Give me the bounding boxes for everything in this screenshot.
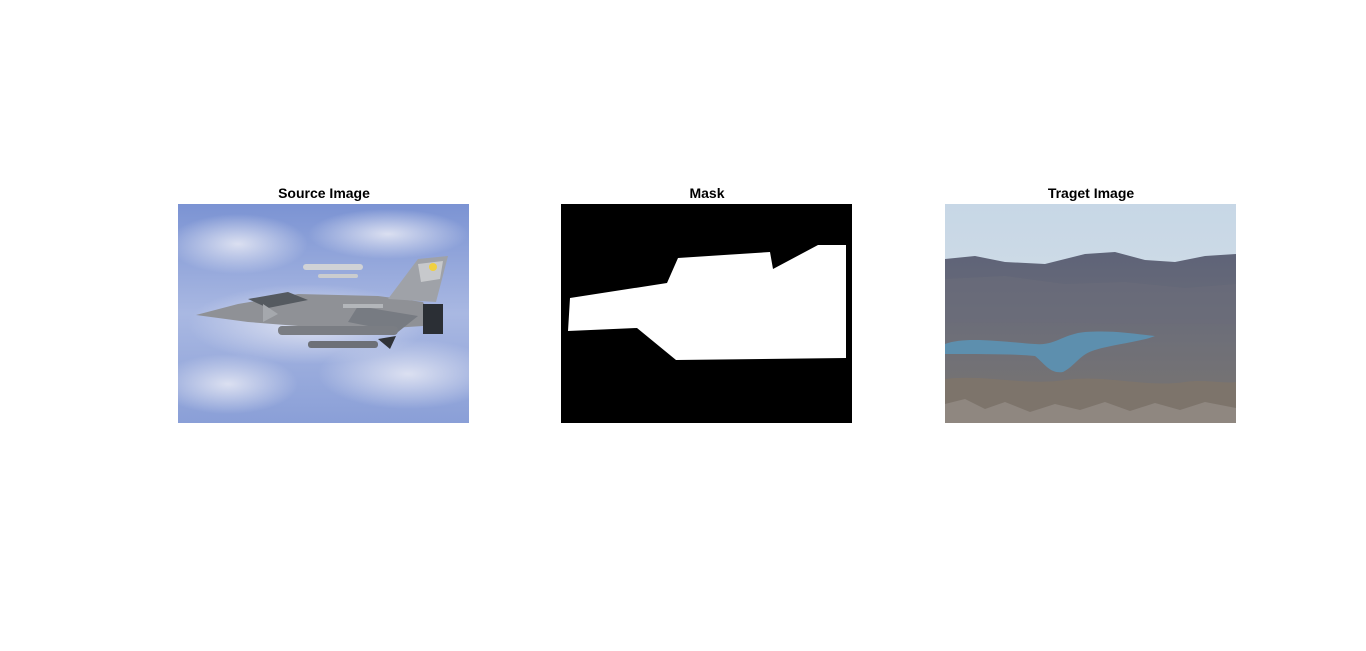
target-image	[945, 204, 1236, 423]
mask-title: Mask	[689, 185, 725, 201]
mask-image	[561, 204, 852, 423]
target-image-panel: Traget Image	[945, 183, 1237, 423]
source-image-panel: Source Image	[178, 183, 470, 423]
target-image-title: Traget Image	[1047, 185, 1135, 201]
mask-panel: Mask	[561, 183, 853, 423]
fighter-jet-graphic	[196, 256, 448, 349]
source-image	[178, 204, 469, 423]
source-image-title: Source Image	[278, 185, 370, 201]
lake-shape	[945, 331, 1155, 373]
mask-shape	[568, 245, 846, 360]
